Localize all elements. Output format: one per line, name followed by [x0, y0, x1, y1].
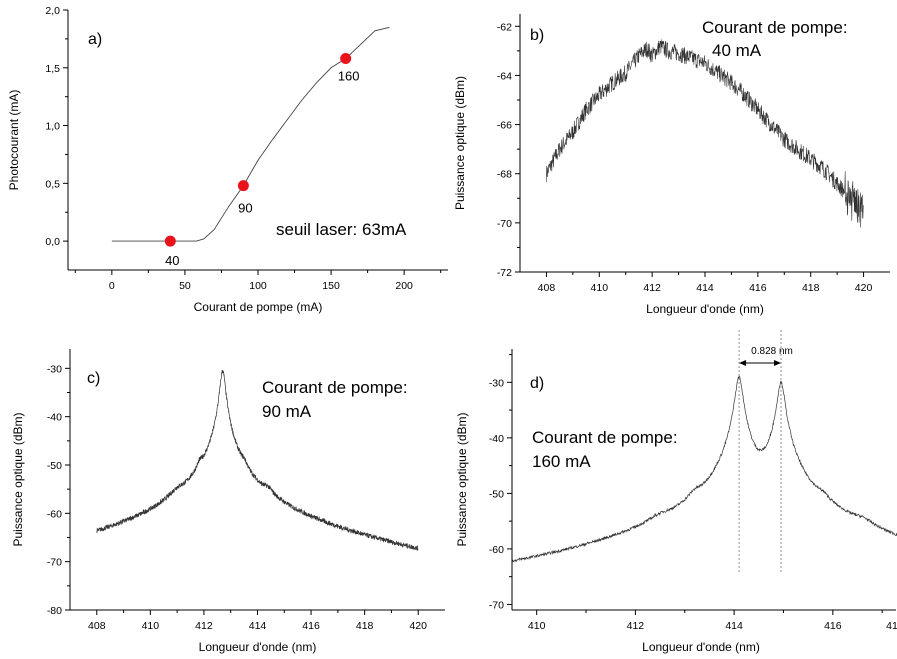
x-tick-label: 200: [395, 280, 413, 292]
y-tick-label: 2,0: [45, 5, 60, 17]
x-axis-label: Courant de pompe (mA): [194, 300, 323, 314]
x-axis-label: Longueur d'onde (nm): [642, 640, 760, 654]
y-tick-label: -50: [489, 488, 504, 500]
y-tick-label: -30: [47, 363, 62, 375]
x-tick-label: 416: [749, 282, 767, 294]
panel-label: d): [530, 375, 544, 392]
x-tick-label: 408: [538, 282, 556, 294]
annotation-pump-current: Courant de pompe:: [262, 378, 408, 397]
panel-label: a): [88, 31, 102, 48]
y-tick-label: -66: [497, 120, 512, 132]
y-tick-label: -30: [489, 377, 504, 389]
y-tick-label: 1,0: [45, 121, 60, 133]
panel-label: b): [530, 27, 544, 44]
data-point-marker: [164, 235, 176, 247]
y-tick-label: -60: [489, 544, 504, 556]
x-tick-label: 412: [195, 620, 213, 632]
data-point-label: 40: [165, 253, 179, 268]
x-tick-label: 410: [591, 282, 609, 294]
annotation-pump-current: 90 mA: [262, 402, 312, 421]
x-tick-label: 412: [627, 620, 645, 632]
x-tick-label: 41: [886, 620, 897, 632]
y-tick-label: 0,5: [45, 178, 60, 190]
y-tick-label: -50: [47, 460, 62, 472]
y-tick-label: -70: [497, 218, 512, 230]
y-tick-label: -70: [489, 599, 504, 611]
y-tick-label: -80: [47, 605, 62, 617]
y-tick-label: 1,5: [45, 63, 60, 75]
x-tick-label: 416: [824, 620, 842, 632]
x-tick-label: 418: [802, 282, 820, 294]
y-tick-label: -40: [47, 412, 62, 424]
x-axis-label: Longueur d'onde (nm): [646, 302, 764, 316]
annotation-pump-current: 160 mA: [532, 452, 591, 471]
data-point-marker: [340, 53, 352, 65]
x-tick-label: 412: [643, 282, 661, 294]
x-tick-label: 410: [142, 620, 160, 632]
x-tick-label: 150: [322, 280, 340, 292]
x-tick-label: 410: [528, 620, 546, 632]
data-point-label: 160: [338, 69, 360, 84]
x-tick-label: 418: [356, 620, 374, 632]
panel-label: c): [87, 370, 100, 387]
x-tick-label: 50: [179, 280, 191, 292]
chart-panel-2: 408 410 412 414 416 418 420 -72 -70 -68 -66 -64 -62 L…: [453, 14, 890, 316]
separation-label: 0.828 nm: [751, 346, 793, 357]
x-tick-label: 100: [249, 280, 267, 292]
y-axis-label: Puissance optique (dBm): [453, 76, 467, 210]
y-tick-label: -64: [497, 70, 512, 82]
y-axis-label: Photocourant (mA): [7, 90, 21, 191]
chart-panel-1: 0 50 100 150 200 0,0 0,5 1,0 1,5 2,0 Courant de po…: [7, 5, 448, 314]
x-tick-label: 414: [249, 620, 267, 632]
y-tick-label: -60: [47, 508, 62, 520]
annotation-pump-current: 40 mA: [712, 41, 762, 60]
x-tick-label: 420: [855, 282, 873, 294]
annotation-threshold: seuil laser: 63mA: [276, 220, 407, 239]
chart-panel-3: 408 410 412 414 416 418 420 -80 -70 -60 -50 -40 -30 L…: [11, 349, 445, 654]
y-tick-label: -62: [497, 21, 512, 33]
x-tick-label: 0: [109, 280, 115, 292]
y-tick-label: -40: [489, 433, 504, 445]
y-tick-label: -72: [497, 267, 512, 279]
y-axis-label: Puissance optique (dBm): [11, 412, 25, 546]
x-tick-label: 414: [696, 282, 714, 294]
data-point-label: 90: [238, 201, 252, 216]
x-tick-label: 416: [302, 620, 320, 632]
annotation-pump-current: Courant de pompe:: [702, 18, 848, 37]
spectrum-line: [96, 369, 419, 552]
data-point-marker: [237, 180, 249, 192]
arrow-head-left: [739, 360, 747, 366]
spectrum-line: [546, 39, 864, 228]
chart-panel-4: 410 412 414 416 41 -70 -60 -50 -40 -30 Longueur d'…: [455, 330, 897, 654]
y-tick-label: -70: [47, 557, 62, 569]
annotation-pump-current: Courant de pompe:: [532, 428, 678, 447]
x-tick-label: 408: [88, 620, 106, 632]
x-tick-label: 420: [409, 620, 427, 632]
arrow-head-right: [774, 360, 782, 366]
spectrum-line: [511, 375, 897, 563]
y-tick-label: 0,0: [45, 236, 60, 248]
x-axis-label: Longueur d'onde (nm): [199, 640, 317, 654]
y-axis-label: Puissance optique (dBm): [455, 412, 469, 546]
y-tick-label: -68: [497, 169, 512, 181]
x-tick-label: 414: [725, 620, 743, 632]
